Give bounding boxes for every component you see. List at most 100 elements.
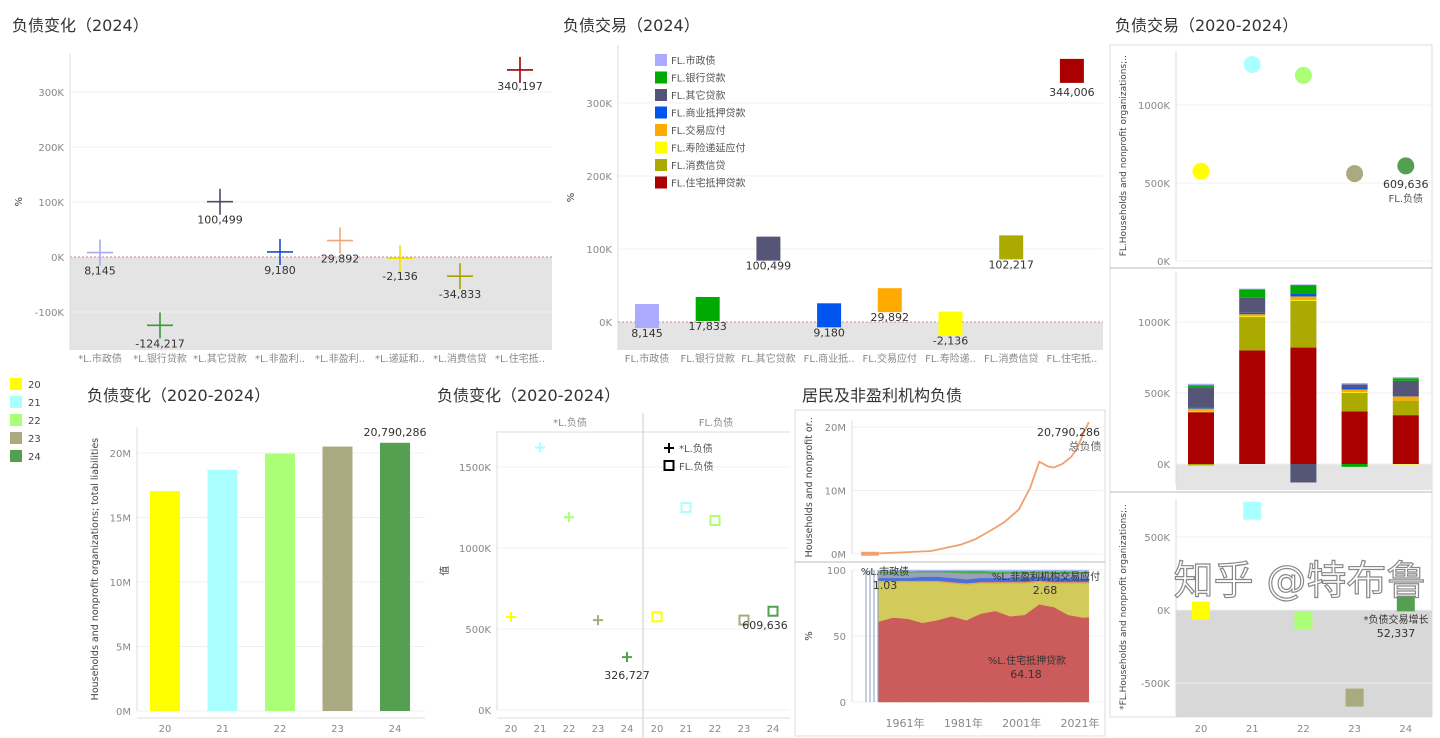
stacked-bar-segment xyxy=(1341,411,1368,464)
x-tick-label: 24 xyxy=(767,724,780,735)
square-marker xyxy=(1294,611,1313,630)
stacked-bar-segment xyxy=(1290,285,1317,294)
y-tick-label: 50 xyxy=(833,632,846,643)
y-tick-label: 0 xyxy=(840,698,846,709)
area-label: 1.03 xyxy=(873,579,898,592)
x-tick-label: 1981年 xyxy=(944,716,983,730)
stacked-bar-segment xyxy=(1392,378,1419,381)
total-liabilities-line xyxy=(861,421,1090,555)
square-marker xyxy=(1059,58,1084,83)
negative-region-shading xyxy=(70,257,552,350)
x-tick-label: 20 xyxy=(159,724,172,735)
year-legend-swatch xyxy=(10,414,22,426)
chart-title-liability-transactions-2020-2024: 负债交易（2020-2024） xyxy=(1115,16,1299,35)
stacked-bar-segment xyxy=(1290,347,1317,464)
legend-swatch xyxy=(655,89,667,101)
y-tick-label: 0K xyxy=(1157,257,1170,268)
year-legend-label: 20 xyxy=(28,380,41,391)
stacked-bar-segment xyxy=(1239,317,1266,351)
data-label: -2,136 xyxy=(382,270,417,283)
bar xyxy=(380,442,410,711)
stacked-bar-segment xyxy=(1239,312,1266,315)
data-label: 9,180 xyxy=(813,326,845,339)
square-marker xyxy=(635,304,659,329)
data-label: FL.负债 xyxy=(1389,192,1424,205)
x-tick-label: 21 xyxy=(1246,724,1259,735)
negative-region-shading xyxy=(618,322,1103,350)
data-label: 100,499 xyxy=(746,260,792,273)
stacked-bar-segment xyxy=(1188,383,1214,386)
legend-square-icon xyxy=(663,460,675,471)
year-legend-label: 24 xyxy=(28,452,41,463)
y-tick-label: 0K xyxy=(1157,460,1170,471)
data-label: 8,145 xyxy=(84,265,116,278)
stacked-bar-segment xyxy=(1188,464,1214,466)
square-marker xyxy=(680,502,692,513)
stacked-bar-segment xyxy=(1392,377,1419,379)
data-label: 344,006 xyxy=(1049,86,1095,99)
panel-header: FL.负债 xyxy=(699,416,734,429)
year-legend-swatch xyxy=(10,378,22,390)
year-legend-label: 23 xyxy=(28,434,41,445)
y-tick-label: 500K xyxy=(1144,179,1170,190)
y-axis-title: Households and nonprofit or.. xyxy=(804,417,815,557)
y-tick-label: 100K xyxy=(38,198,64,209)
y-tick-label: 10M xyxy=(110,578,131,589)
data-label: 340,197 xyxy=(497,80,543,93)
legend-label: FL.寿险递延应付 xyxy=(671,142,746,155)
x-tick-label: *L.银行贷款 xyxy=(133,352,187,365)
data-label: 8,145 xyxy=(631,327,663,340)
square-marker xyxy=(938,311,963,336)
year-legend-label: 22 xyxy=(28,416,41,427)
data-label: 52,337 xyxy=(1377,627,1416,640)
area-label: %L.非盈利机构交易应付 xyxy=(992,570,1100,583)
x-tick-label: FL.其它贷款 xyxy=(741,352,796,365)
stacked-bar-segment xyxy=(1239,350,1266,464)
stacked-bar-segment xyxy=(1392,380,1419,396)
circle-marker xyxy=(1294,66,1312,84)
y-tick-label: 100K xyxy=(586,245,612,256)
data-label: 102,217 xyxy=(988,258,1034,271)
y-tick-label: 0M xyxy=(116,707,131,718)
cross-marker xyxy=(327,227,353,254)
stacked-bar-segment xyxy=(1239,297,1266,313)
bar xyxy=(322,446,353,711)
stacked-bar-segment xyxy=(1290,296,1317,300)
year-legend-swatch xyxy=(10,450,22,462)
chart-title-liability-transactions-2024: 负债交易（2024） xyxy=(563,16,700,35)
stacked-bar-segment xyxy=(1188,385,1214,388)
bar xyxy=(207,469,238,711)
stacked-bar-segment xyxy=(1341,464,1368,467)
stacked-bar-segment xyxy=(1290,293,1317,297)
stacked-bar-segment xyxy=(1188,387,1214,408)
chart-title-liability-change-scatter: 负债变化（2020-2024） xyxy=(437,386,621,405)
panel-header: *L.负债 xyxy=(553,416,587,429)
panel-border xyxy=(794,409,1106,737)
stacked-bar-segment xyxy=(1392,464,1419,465)
x-tick-label: 2001年 xyxy=(1002,716,1041,730)
watermark: 知乎 @特布鲁 xyxy=(1174,558,1427,604)
cross-marker xyxy=(564,512,574,523)
legend-swatch xyxy=(655,71,667,84)
legend-swatch xyxy=(655,159,667,171)
cross-marker xyxy=(535,442,545,453)
square-marker xyxy=(877,288,902,313)
data-label: 609,636 xyxy=(742,619,788,632)
y-tick-label: 1000K xyxy=(1138,101,1170,112)
y-axis-title: % xyxy=(804,631,815,641)
y-tick-label: 20M xyxy=(110,449,131,460)
x-tick-label: *L.市政债 xyxy=(78,352,122,365)
data-label: -34,833 xyxy=(439,288,481,301)
stacked-bar-segment xyxy=(1341,384,1368,389)
x-tick-label: 1961年 xyxy=(886,716,925,730)
legend-label: FL.其它贷款 xyxy=(671,89,726,102)
x-tick-label: 22 xyxy=(709,724,722,735)
stacked-bar-segment xyxy=(1392,400,1419,416)
legend-swatch xyxy=(655,176,667,189)
x-tick-label: 2021年 xyxy=(1061,716,1100,730)
y-tick-label: 500K xyxy=(1144,533,1170,544)
y-tick-label: 100 xyxy=(827,566,846,577)
x-tick-label: *L.递延和.. xyxy=(375,352,425,365)
cross-marker xyxy=(622,652,632,663)
